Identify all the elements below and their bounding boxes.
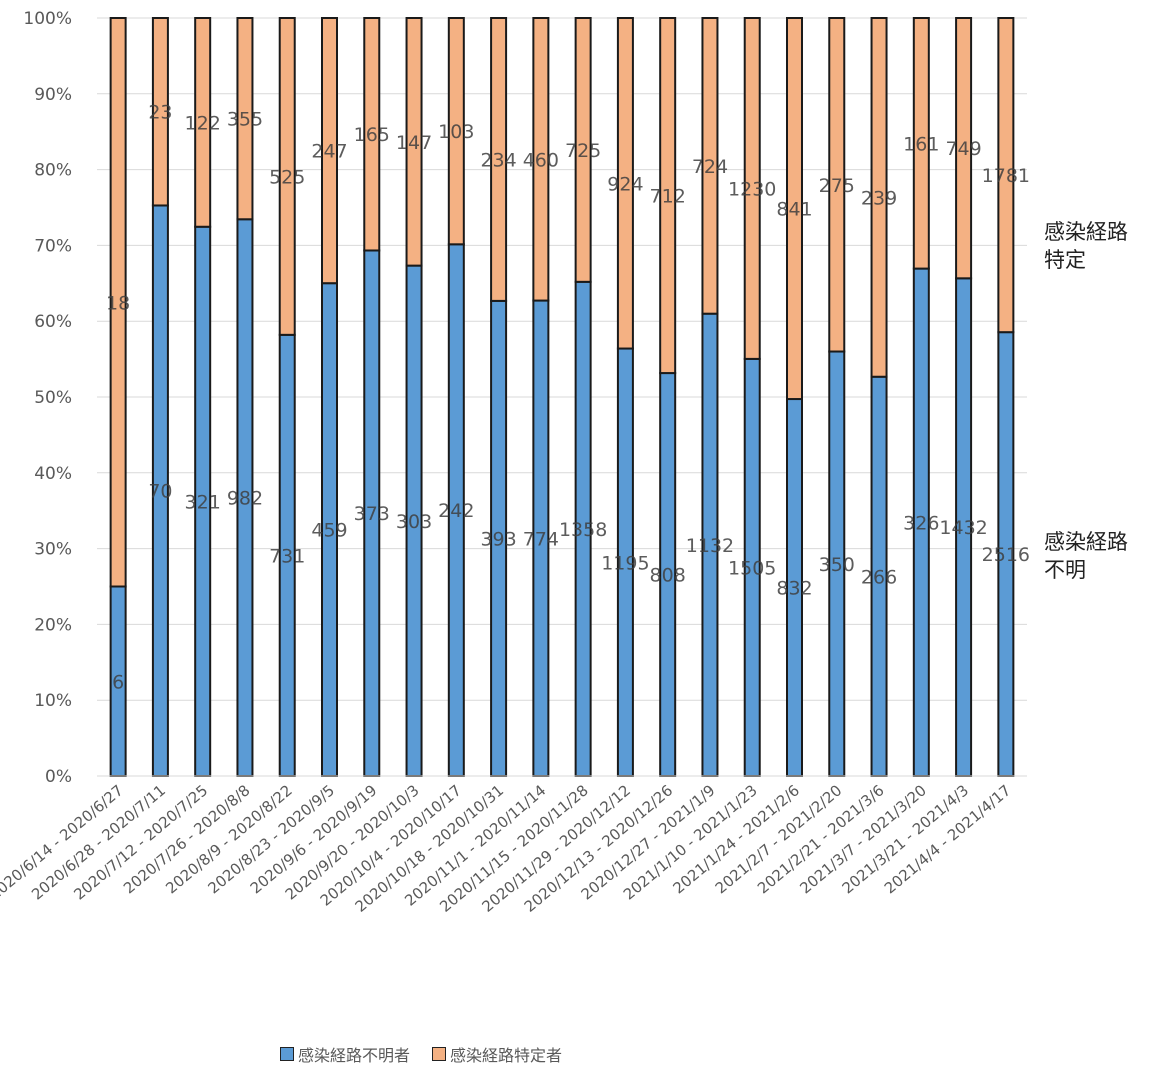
y-tick-label: 20% xyxy=(34,615,72,635)
data-label-identified: 712 xyxy=(650,186,686,208)
bar-identified xyxy=(659,17,677,375)
data-label-identified: 247 xyxy=(311,141,347,163)
bar-identified xyxy=(532,17,550,302)
data-label-identified: 525 xyxy=(269,166,305,188)
y-tick-label: 50% xyxy=(34,388,72,408)
y-tick-label: 90% xyxy=(34,85,72,105)
bar-identified xyxy=(236,17,254,221)
y-tick-label: 70% xyxy=(34,236,72,256)
y-tick-label: 30% xyxy=(34,540,72,560)
bar-identified xyxy=(490,17,508,302)
data-label-unknown: 70 xyxy=(148,481,172,503)
data-label-unknown: 303 xyxy=(396,511,432,533)
y-tick-label: 60% xyxy=(34,312,72,332)
y-tick-label: 40% xyxy=(34,464,72,484)
y-tick-label: 80% xyxy=(34,161,72,181)
legend-swatch-unknown xyxy=(280,1047,294,1061)
bar-identified xyxy=(616,17,634,350)
data-label-unknown: 731 xyxy=(269,545,305,567)
data-label-identified: 841 xyxy=(776,199,812,221)
bar-identified xyxy=(321,17,338,285)
data-label-unknown: 1505 xyxy=(728,557,776,579)
data-label-identified: 460 xyxy=(523,149,559,171)
data-label-identified: 147 xyxy=(396,132,432,154)
bar-identified xyxy=(701,17,719,315)
legend: 感染経路不明者 感染経路特定者 xyxy=(280,1042,584,1066)
data-label-unknown: 982 xyxy=(227,488,263,510)
bar-identified xyxy=(405,17,423,267)
bar-identified xyxy=(109,17,127,588)
data-label-unknown: 1358 xyxy=(559,519,607,541)
bar-identified xyxy=(574,17,592,283)
data-label-unknown: 6 xyxy=(112,671,124,693)
bar-identified xyxy=(786,17,803,401)
side-label-identified: 感染経路 特定 xyxy=(1044,220,1128,272)
data-label-unknown: 373 xyxy=(354,503,390,525)
data-label-unknown: 350 xyxy=(819,554,855,576)
data-label-identified: 165 xyxy=(354,124,390,146)
data-label-identified: 234 xyxy=(480,149,516,171)
data-label-unknown: 266 xyxy=(861,566,897,588)
bar-identified xyxy=(194,17,212,228)
data-label-unknown: 326 xyxy=(903,512,939,534)
data-label-unknown: 2516 xyxy=(982,544,1030,566)
side-label-unknown: 感染経路 不明 xyxy=(1044,530,1128,582)
bar-identified xyxy=(447,17,465,246)
data-label-unknown: 832 xyxy=(776,578,812,600)
data-label-identified: 924 xyxy=(607,173,643,195)
y-tick-label: 100% xyxy=(23,9,72,29)
y-tick-label: 0% xyxy=(45,767,72,787)
data-label-identified: 23 xyxy=(148,102,172,124)
data-label-unknown: 459 xyxy=(311,520,347,542)
data-label-unknown: 1195 xyxy=(601,552,649,574)
legend-label-unknown: 感染経路不明者 xyxy=(298,1046,411,1065)
bar-identified xyxy=(828,17,846,353)
y-tick-label: 10% xyxy=(34,691,72,711)
data-label-unknown: 321 xyxy=(185,491,221,513)
legend-item-identified: 感染経路特定者 xyxy=(432,1042,562,1066)
data-label-unknown: 393 xyxy=(480,528,516,550)
data-label-unknown: 1432 xyxy=(939,517,987,539)
data-label-unknown: 808 xyxy=(650,565,686,587)
bar-identified xyxy=(151,17,169,207)
legend-swatch-identified xyxy=(432,1047,447,1061)
bar-identified xyxy=(743,17,761,360)
data-label-identified: 724 xyxy=(692,156,728,178)
data-label-identified: 122 xyxy=(185,112,221,134)
data-label-identified: 275 xyxy=(819,175,855,197)
data-label-unknown: 242 xyxy=(438,500,474,522)
bar-identified xyxy=(870,17,888,378)
data-label-identified: 18 xyxy=(106,292,130,314)
bar-identified xyxy=(997,17,1015,334)
bar-identified xyxy=(363,17,381,252)
data-label-unknown: 1132 xyxy=(686,535,734,557)
data-label-identified: 103 xyxy=(438,121,474,143)
data-label-identified: 239 xyxy=(861,187,897,209)
data-label-identified: 725 xyxy=(565,140,601,162)
data-label-identified: 1781 xyxy=(982,165,1030,187)
data-label-identified: 1230 xyxy=(728,178,776,200)
data-label-unknown: 774 xyxy=(523,528,559,550)
legend-item-unknown: 感染経路不明者 xyxy=(280,1042,410,1066)
data-label-identified: 355 xyxy=(227,109,263,131)
bar-identified xyxy=(955,17,973,280)
data-label-identified: 161 xyxy=(903,133,939,155)
bar-identified xyxy=(278,17,296,336)
data-label-identified: 749 xyxy=(945,138,981,160)
bar-identified xyxy=(912,17,930,270)
legend-label-identified: 感染経路特定者 xyxy=(450,1046,563,1065)
